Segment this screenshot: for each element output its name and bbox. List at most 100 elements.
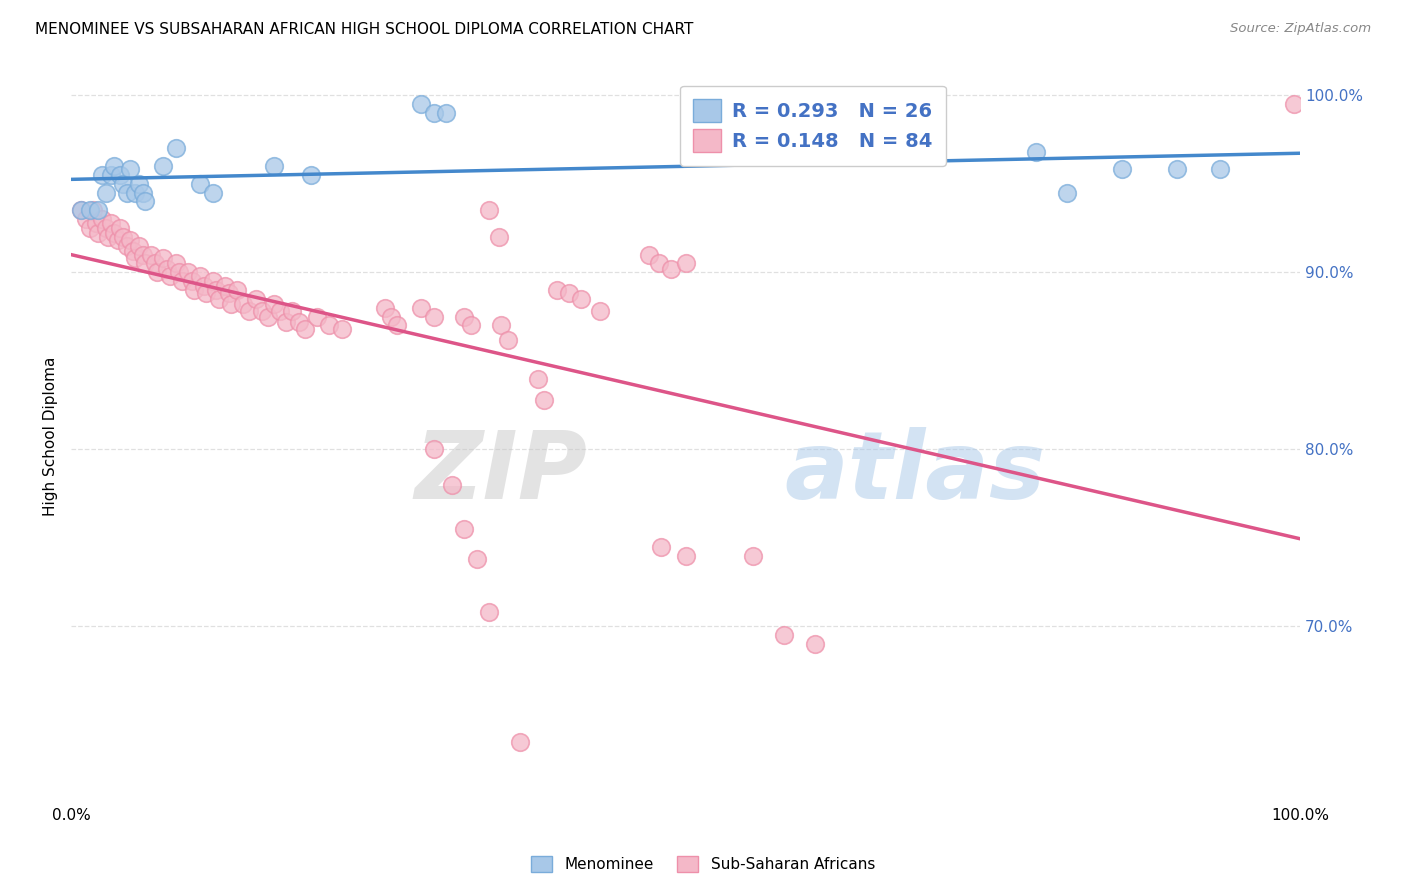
Point — [188, 268, 211, 283]
Point — [100, 168, 122, 182]
Point — [120, 233, 142, 247]
Point — [558, 286, 581, 301]
Point — [257, 310, 280, 324]
Point — [75, 212, 97, 227]
Point — [143, 256, 166, 270]
Point — [411, 301, 433, 315]
Text: atlas: atlas — [785, 427, 1045, 519]
Y-axis label: High School Diploma: High School Diploma — [44, 357, 58, 516]
Point — [170, 274, 193, 288]
Point — [124, 251, 146, 265]
Point — [84, 216, 107, 230]
Point — [131, 186, 153, 200]
Point — [131, 247, 153, 261]
Point — [460, 318, 482, 333]
Point — [294, 322, 316, 336]
Point — [1282, 97, 1305, 112]
Point — [159, 268, 181, 283]
Point — [91, 168, 114, 182]
Point — [675, 256, 697, 270]
Point — [773, 628, 796, 642]
Point — [193, 279, 215, 293]
Point — [637, 247, 659, 261]
Point — [276, 315, 298, 329]
Point — [1111, 162, 1133, 177]
Point — [128, 177, 150, 191]
Text: Source: ZipAtlas.com: Source: ZipAtlas.com — [1230, 22, 1371, 36]
Point — [423, 310, 446, 324]
Point — [165, 141, 187, 155]
Point — [205, 283, 228, 297]
Point — [152, 251, 174, 265]
Point — [423, 105, 446, 120]
Point — [134, 194, 156, 209]
Point — [208, 292, 231, 306]
Legend: R = 0.293   N = 26, R = 0.148   N = 84: R = 0.293 N = 26, R = 0.148 N = 84 — [679, 86, 946, 166]
Text: MENOMINEE VS SUBSAHARAN AFRICAN HIGH SCHOOL DIPLOMA CORRELATION CHART: MENOMINEE VS SUBSAHARAN AFRICAN HIGH SCH… — [35, 22, 693, 37]
Point — [478, 203, 501, 218]
Point — [496, 333, 519, 347]
Point — [94, 221, 117, 235]
Point — [115, 186, 138, 200]
Legend: Menominee, Sub-Saharan Africans: Menominee, Sub-Saharan Africans — [523, 848, 883, 880]
Point — [488, 229, 510, 244]
Point — [647, 256, 669, 270]
Point — [226, 283, 249, 297]
Point — [128, 238, 150, 252]
Point — [124, 186, 146, 200]
Point — [91, 212, 114, 227]
Point — [103, 159, 125, 173]
Point — [1025, 145, 1047, 159]
Point — [183, 283, 205, 297]
Point — [1056, 186, 1078, 200]
Point — [120, 162, 142, 177]
Point — [318, 318, 340, 333]
Point — [218, 286, 240, 301]
Point — [491, 318, 513, 333]
Point — [263, 297, 285, 311]
Point — [110, 168, 132, 182]
Point — [165, 256, 187, 270]
Point — [546, 283, 568, 297]
Point — [141, 247, 163, 261]
Point — [107, 233, 129, 247]
Point — [330, 322, 353, 336]
Point — [434, 105, 457, 120]
Point — [307, 310, 329, 324]
Point — [453, 310, 475, 324]
Point — [201, 274, 224, 288]
Point — [70, 203, 93, 218]
Point — [299, 168, 322, 182]
Point — [287, 315, 309, 329]
Point — [134, 256, 156, 270]
Point — [115, 238, 138, 252]
Point — [103, 226, 125, 240]
Point — [100, 216, 122, 230]
Point — [380, 310, 402, 324]
Point — [188, 177, 211, 191]
Point — [250, 304, 273, 318]
Point — [111, 177, 134, 191]
Point — [411, 97, 433, 112]
Point — [533, 392, 555, 407]
Point — [588, 304, 610, 318]
Point — [97, 229, 120, 244]
Point — [441, 477, 464, 491]
Point — [152, 159, 174, 173]
Point — [111, 229, 134, 244]
Point — [110, 221, 132, 235]
Point — [238, 304, 260, 318]
Point — [195, 286, 218, 301]
Point — [1209, 162, 1232, 177]
Point — [569, 292, 592, 306]
Point — [659, 261, 682, 276]
Point — [527, 371, 550, 385]
Point — [201, 186, 224, 200]
Point — [478, 605, 501, 619]
Point — [219, 297, 242, 311]
Point — [156, 261, 179, 276]
Point — [121, 244, 143, 258]
Point — [87, 226, 110, 240]
Point — [374, 301, 396, 315]
Point — [146, 265, 169, 279]
